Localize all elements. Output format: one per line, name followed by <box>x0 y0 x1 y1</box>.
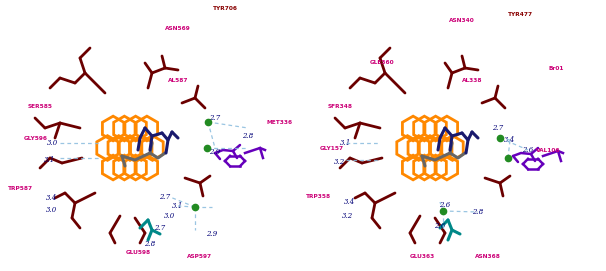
Text: 2.6: 2.6 <box>439 201 451 209</box>
Text: 2.9: 2.9 <box>210 148 221 156</box>
Text: TRP358: TRP358 <box>305 193 330 198</box>
Text: 2.7: 2.7 <box>159 193 171 201</box>
Text: TYR477: TYR477 <box>507 12 533 18</box>
Text: 2.6: 2.6 <box>522 146 534 154</box>
Text: ASN569: ASN569 <box>165 25 191 31</box>
Text: 3.4: 3.4 <box>504 136 516 144</box>
Text: 2.8: 2.8 <box>144 240 156 248</box>
Text: 2.7: 2.7 <box>210 114 221 122</box>
Text: 3.1: 3.1 <box>341 139 351 147</box>
Text: GLU363: GLU363 <box>410 253 435 259</box>
Text: 3.2: 3.2 <box>335 158 345 166</box>
Text: SER585: SER585 <box>27 104 53 108</box>
Text: AL587: AL587 <box>168 78 188 82</box>
Text: Br01: Br01 <box>548 66 564 70</box>
Text: 3.0: 3.0 <box>164 212 176 220</box>
Text: ASP597: ASP597 <box>187 253 213 259</box>
Text: SFR348: SFR348 <box>327 104 353 108</box>
Text: 2.7: 2.7 <box>492 124 504 132</box>
Text: ASN340: ASN340 <box>449 18 475 22</box>
Text: VAL106: VAL106 <box>536 147 561 153</box>
Text: TYR706: TYR706 <box>213 5 238 11</box>
Text: 3.0: 3.0 <box>47 139 59 147</box>
Text: ASN368: ASN368 <box>475 253 501 259</box>
Text: 3.1: 3.1 <box>44 156 56 164</box>
Text: 2.9: 2.9 <box>207 230 218 238</box>
Text: GLE360: GLE360 <box>370 60 395 64</box>
Text: TRP587: TRP587 <box>7 186 33 191</box>
Text: MET336: MET336 <box>267 120 293 124</box>
Text: 3.0: 3.0 <box>47 206 58 214</box>
Text: 3.4: 3.4 <box>47 194 58 202</box>
Text: 2.7: 2.7 <box>155 224 165 232</box>
Text: 2.6: 2.6 <box>435 222 445 230</box>
Text: 2.8: 2.8 <box>242 132 254 140</box>
Text: GLY157: GLY157 <box>320 146 344 150</box>
Text: GLY596: GLY596 <box>24 136 48 140</box>
Text: AL338: AL338 <box>462 78 482 82</box>
Text: 3.2: 3.2 <box>342 212 354 220</box>
Text: 2.8: 2.8 <box>472 208 484 216</box>
Text: GLU598: GLU598 <box>125 250 150 256</box>
Text: 3.4: 3.4 <box>344 198 356 206</box>
Text: 3.1: 3.1 <box>172 202 184 210</box>
